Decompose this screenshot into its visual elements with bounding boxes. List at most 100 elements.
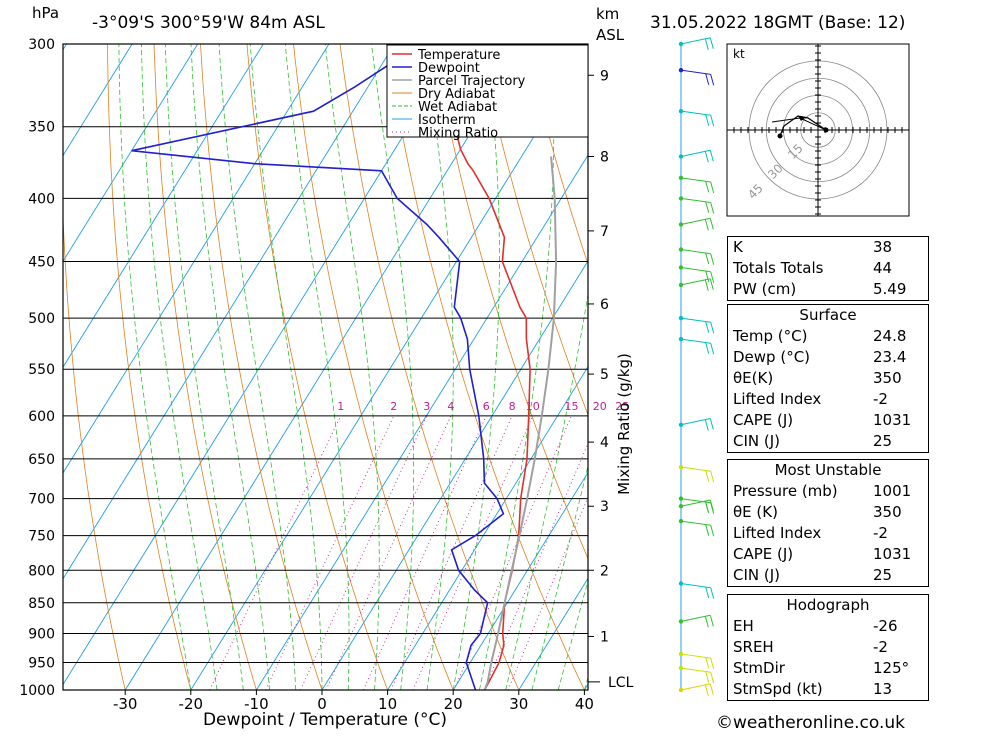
- surface-cape-value: 1031: [873, 411, 912, 429]
- wind-barb: [680, 317, 715, 334]
- wind-point: [678, 422, 684, 427]
- km-label: km: [596, 5, 619, 23]
- pressure-tick-label: 950: [28, 656, 55, 672]
- stmdir-value: 125°: [873, 659, 910, 677]
- mixing-ratio-label: 25: [615, 400, 629, 413]
- hodograph-table: Hodograph EH -26 SREH -2 StmDir 125° StmSpd…: [727, 594, 929, 701]
- wind-point: [678, 175, 684, 180]
- dry-adiabat-line: [525, 44, 588, 266]
- km-tick-label: 1: [600, 629, 609, 645]
- surface-li-label: Lifted Index: [733, 390, 822, 408]
- dry-adiabat-line: [153, 44, 257, 690]
- dewpoint-line: [131, 44, 505, 690]
- legend-label-dewpoint: Dewpoint: [418, 61, 480, 76]
- wind-barb: [680, 583, 715, 599]
- hodograph-point-start: [823, 127, 829, 133]
- surface-cape-label: CAPE (J): [733, 411, 794, 429]
- mixing-ratio-line: [412, 415, 534, 690]
- pressure-tick-label: 500: [28, 311, 55, 327]
- isotherm-line: [63, 44, 133, 157]
- km-tick-label: 6: [600, 297, 609, 313]
- hodograph-point-end: [777, 133, 783, 139]
- surface-theta-label: θE(K): [733, 369, 774, 387]
- legend-label-wet-adiabat: Wet Adiabat: [418, 100, 497, 115]
- parcel-trajectory-line: [483, 156, 558, 690]
- km-tick-label: 4: [600, 435, 609, 451]
- surface-cin-value: 25: [873, 432, 893, 450]
- mu-theta-label: θE (K): [733, 503, 778, 521]
- temperature-tick-label: 30: [509, 695, 528, 713]
- plot-frame: [62, 43, 589, 691]
- isotherm-line: [190, 48, 588, 690]
- pressure-tick-label: 650: [28, 452, 55, 468]
- temperature-tick-label: 0: [317, 695, 327, 713]
- wind-barb: [680, 338, 715, 355]
- pressure-unit-label: hPa: [32, 4, 59, 22]
- mixing-ratio-label: 15: [565, 400, 579, 413]
- stmspd-label: StmSpd (kt): [733, 680, 823, 698]
- mu-cape-label: CAPE (J): [733, 545, 794, 563]
- sreh-label: SREH: [733, 638, 774, 656]
- mixing-ratio-line: [507, 496, 588, 690]
- pressure-tick-label: 600: [28, 409, 55, 425]
- temperature-line: [433, 44, 531, 690]
- mixing-ratio-line: [390, 415, 513, 690]
- isotherm-line: [452, 471, 588, 690]
- indices-table: K 38 Totals Totals 44 PW (cm) 5.49: [727, 236, 929, 301]
- mu-pressure-label: Pressure (mb): [733, 482, 838, 500]
- dry-adiabat-line: [944, 44, 1000, 690]
- isotherm-line: [256, 154, 588, 690]
- mixing-ratio-label: 4: [447, 400, 454, 413]
- pressure-tick-label: 750: [28, 529, 55, 545]
- pressure-tick-label: 800: [28, 563, 55, 579]
- pressure-tick-label: 300: [28, 37, 55, 53]
- mixing-ratio-label: 10: [526, 400, 540, 413]
- pressure-tick-label: 450: [28, 255, 55, 271]
- km-tick-label: 8: [600, 150, 609, 166]
- wet-adiabat-line: [371, 44, 415, 690]
- legend-label-dry-adiabat: Dry Adiabat: [418, 87, 495, 102]
- km-tick-label: 2: [600, 563, 609, 579]
- pressure-tick-label: 400: [28, 191, 55, 207]
- wind-profile: [678, 37, 715, 696]
- pressure-tick-label: 900: [28, 627, 55, 643]
- wind-barb: [680, 683, 714, 696]
- wind-barb: [680, 498, 715, 514]
- legend-label-temperature: Temperature: [417, 48, 500, 63]
- legend-label-mixing-ratio: Mixing Ratio: [418, 126, 498, 141]
- stmdir-label: StmDir: [733, 659, 785, 677]
- wind-barb: [680, 278, 714, 291]
- isotherm-line: [124, 44, 527, 690]
- mixing-ratio-label: 1: [337, 400, 344, 413]
- isobars: [63, 43, 588, 691]
- stmspd-value: 13: [873, 680, 893, 698]
- sreh-value: -2: [873, 638, 888, 656]
- wet-adiabat-line: [218, 44, 297, 690]
- lcl-label: LCL: [608, 675, 634, 691]
- legend-label-parcel: Parcel Trajectory: [418, 74, 526, 89]
- dry-adiabat-line: [991, 44, 1000, 690]
- temperature-tick-label: -30: [113, 695, 138, 713]
- wind-barb: [680, 667, 715, 684]
- mixing-ratio-line: [483, 442, 588, 690]
- asl-label: ASL: [596, 26, 625, 44]
- wind-point: [678, 496, 684, 501]
- surface-dewp-value: 23.4: [873, 348, 907, 366]
- wind-barb: [680, 37, 714, 50]
- wind-barb: [680, 499, 714, 513]
- mixing-ratio-line: [362, 415, 487, 690]
- wind-barb: [680, 249, 715, 265]
- isotherm-line: [0, 44, 1, 690]
- mixing-ratio-label: 2: [390, 400, 397, 413]
- totals-totals-value: 44: [873, 259, 893, 277]
- km-tick-label: 9: [600, 68, 609, 84]
- wind-barb: [680, 177, 715, 194]
- temperature-tick-label: -10: [244, 695, 269, 713]
- eh-label: EH: [733, 617, 754, 635]
- wind-point: [678, 581, 684, 586]
- surface-title: Surface: [799, 306, 857, 324]
- wind-barb: [680, 466, 715, 483]
- datetime-label: 31.05.2022 18GMT (Base: 12): [650, 13, 905, 33]
